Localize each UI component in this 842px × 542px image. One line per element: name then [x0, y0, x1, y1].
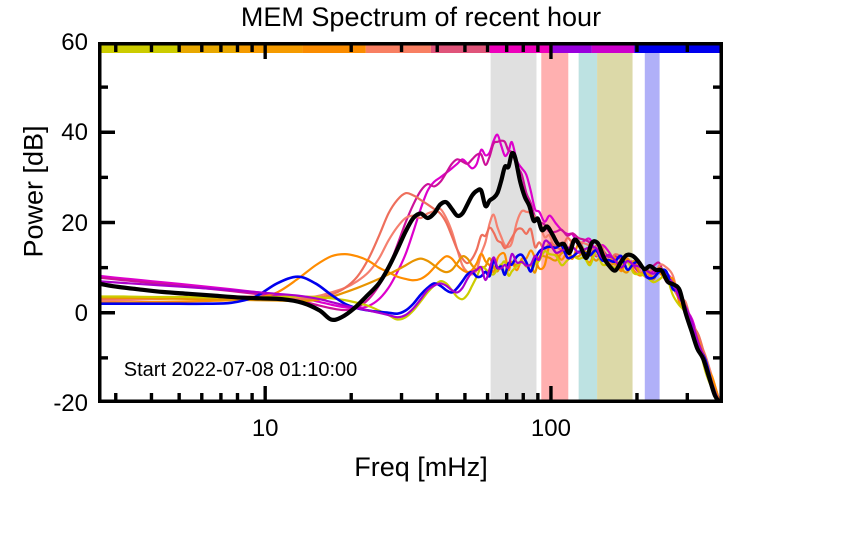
band-gray: [490, 42, 537, 403]
y-tick--20: -20: [53, 390, 88, 417]
spectrum-plot: [98, 42, 723, 403]
colorbar-segment-6: [489, 44, 553, 53]
y-tick-40: 40: [61, 119, 88, 147]
band-cyan: [578, 42, 598, 403]
series-line-black-mean: [98, 150, 723, 403]
colorbar-segment-3: [302, 44, 366, 53]
colorbar-segment-2: [239, 44, 303, 53]
x-tick-100: 100: [530, 415, 571, 442]
colorbar-segment-0: [98, 44, 180, 53]
colorbar-segment-1: [179, 44, 240, 53]
axis-ticks: [98, 42, 723, 403]
colorbar-segment-8: [591, 44, 635, 53]
colorbar-segment-4: [365, 44, 431, 53]
band-khaki: [597, 42, 633, 403]
colorbar-segment-5: [430, 44, 490, 53]
y-tick-0: 0: [74, 299, 88, 327]
x-tick-10: 10: [251, 415, 279, 442]
chart-root: MEM Spectrum of recent hour Power [dB] F…: [18, 2, 723, 482]
colorbar-segment-7: [552, 44, 592, 53]
series-line-orange-1: [98, 242, 720, 400]
start-time-annotation: Start 2022-07-08 01:10:00: [123, 359, 358, 382]
colorbar-segment-9: [634, 44, 723, 53]
y-tick-20: 20: [61, 209, 88, 237]
page-title: MEM Spectrum of recent hour: [240, 2, 602, 32]
plot-area: [98, 42, 723, 403]
y-tick-60: 60: [61, 29, 88, 56]
series-group: [98, 133, 723, 403]
band-lavender: [644, 42, 660, 403]
x-axis-label: Freq [mHz]: [354, 452, 488, 482]
